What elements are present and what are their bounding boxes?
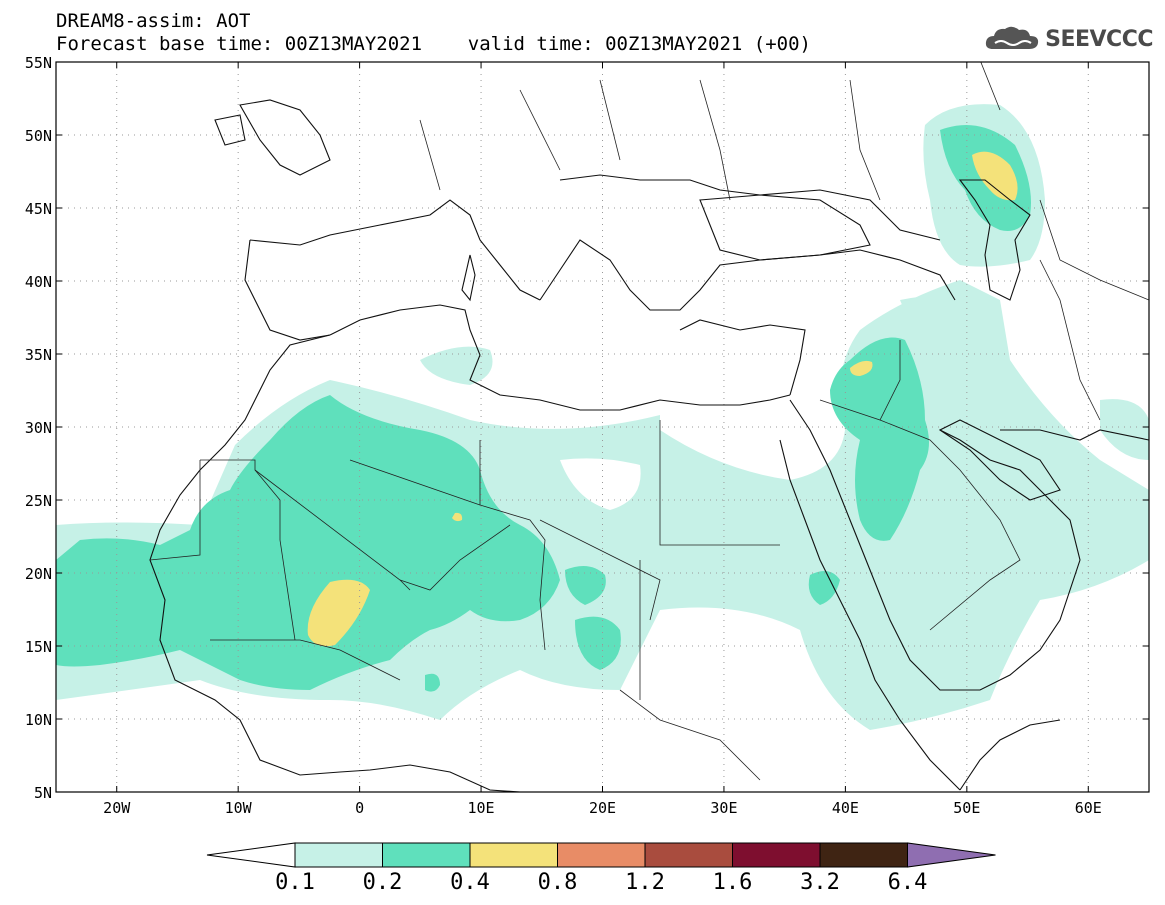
latitude-axis: 55N 50N 45N 40N 35N 30N 25N 20N 15N 10N 5N — [25, 54, 1149, 802]
coastlines — [149, 99, 1149, 792]
lat-label: 55N — [25, 54, 52, 72]
lon-label: 20W — [103, 799, 131, 817]
colorbar-segment — [294, 842, 383, 868]
lat-label: 40N — [25, 273, 52, 291]
longitude-axis: 20W 10W 0 10E 20E 30E 40E 50E 60E — [103, 62, 1102, 817]
lat-label: 15N — [25, 638, 52, 656]
lat-label: 50N — [25, 127, 52, 145]
lat-label: 20N — [25, 565, 52, 583]
lon-label: 30E — [710, 799, 737, 817]
lon-label: 10E — [468, 799, 495, 817]
colorbar-label: 0.1 — [275, 870, 315, 895]
colorbar-segment — [732, 842, 821, 868]
forecast-time-line: Forecast base time: 00Z13MAY2021 valid t… — [56, 33, 811, 55]
colorbar-label: 1.6 — [713, 870, 753, 895]
lon-label: 0 — [355, 799, 364, 817]
colorbar-label: 0.4 — [450, 870, 490, 895]
logo-text: SEEVCCC — [1045, 26, 1153, 52]
seevccc-logo: SEEVCCC — [983, 24, 1153, 54]
colorbar-segment — [469, 842, 558, 868]
lon-label: 20E — [589, 799, 616, 817]
colorbar-label: 6.4 — [888, 870, 928, 895]
colorbar-segment — [819, 842, 908, 868]
colorbar-label: 1.2 — [625, 870, 665, 895]
colorbar-segment — [557, 842, 646, 868]
lat-label: 10N — [25, 711, 52, 729]
aot-level-2-areas — [56, 125, 1031, 692]
lon-label: 60E — [1075, 799, 1102, 817]
colorbar-label: 0.2 — [363, 870, 403, 895]
country-borders — [149, 62, 1149, 781]
map-grid — [56, 62, 1149, 792]
colorbar: 0.1 0.2 0.4 0.8 1.2 1.6 3.2 6.4 — [206, 842, 996, 895]
colorbar-segment — [644, 842, 733, 868]
lat-label: 25N — [25, 492, 52, 510]
lat-label: 35N — [25, 346, 52, 364]
colorbar-over-arrow — [907, 842, 996, 868]
aot-fields — [56, 104, 1149, 730]
lon-label: 40E — [832, 799, 859, 817]
map-title: DREAM8-assim: AOT — [56, 10, 251, 32]
lon-label: 50E — [953, 799, 980, 817]
colorbar-under-arrow — [206, 842, 296, 868]
lon-label: 10W — [225, 799, 253, 817]
aot-level-3-areas — [307, 151, 1018, 647]
colorbar-label: 3.2 — [800, 870, 840, 895]
lat-label: 5N — [34, 784, 52, 802]
lat-label: 45N — [25, 200, 52, 218]
colorbar-label: 0.8 — [538, 870, 578, 895]
cloud-icon — [986, 26, 1039, 49]
lat-label: 30N — [25, 419, 52, 437]
colorbar-segment — [382, 842, 471, 868]
